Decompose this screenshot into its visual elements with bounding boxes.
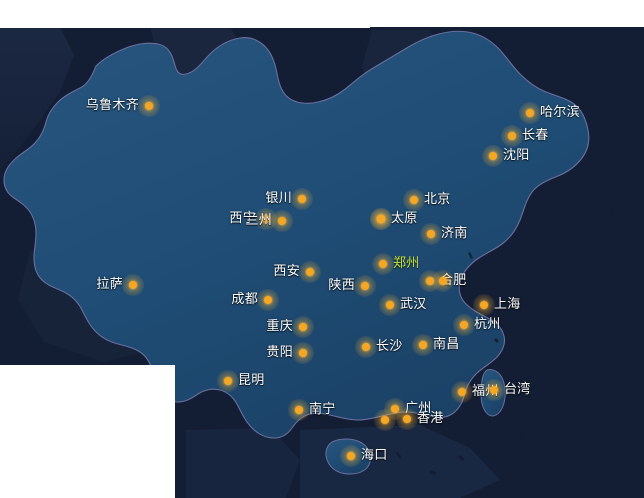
city-label: 台湾 bbox=[504, 382, 531, 397]
city-label: 沈阳 bbox=[503, 148, 530, 163]
marker-dot-icon bbox=[419, 341, 427, 349]
city-label: 陕西 bbox=[328, 278, 355, 293]
city-label: 兰州 bbox=[245, 213, 272, 228]
marker-dot-icon bbox=[508, 132, 516, 140]
city-label: 海口 bbox=[361, 448, 388, 463]
marker-dot-icon bbox=[458, 388, 466, 396]
marker-dot-icon bbox=[299, 349, 307, 357]
marker-dot-icon bbox=[391, 405, 399, 413]
marker-dot-icon bbox=[403, 415, 411, 423]
city-label: 昆明 bbox=[238, 373, 265, 388]
white-panel-top-left bbox=[0, 0, 370, 28]
marker-dot-icon bbox=[377, 215, 385, 223]
marker-dot-icon bbox=[278, 217, 286, 225]
marker-dot-icon bbox=[295, 406, 303, 414]
city-label: 西安 bbox=[273, 264, 300, 279]
marker-dot-icon bbox=[490, 386, 498, 394]
city-label: 杭州 bbox=[474, 317, 501, 332]
city-label: 太原 bbox=[391, 211, 418, 226]
white-panel-bottom-left bbox=[0, 365, 175, 498]
marker-dot-icon bbox=[386, 301, 394, 309]
city-label: 济南 bbox=[441, 226, 468, 241]
east-sea-speckles bbox=[396, 143, 615, 475]
marker-dot-icon bbox=[224, 377, 232, 385]
marker-dot-icon bbox=[439, 277, 447, 285]
city-label: 香港 bbox=[417, 411, 444, 426]
city-label: 乌鲁木齐 bbox=[85, 98, 139, 113]
city-label: 成都 bbox=[231, 292, 258, 307]
city-label: 长沙 bbox=[376, 339, 403, 354]
marker-dot-icon bbox=[347, 452, 355, 460]
city-label: 银川 bbox=[265, 191, 292, 206]
city-label: 北京 bbox=[424, 192, 451, 207]
marker-dot-icon bbox=[129, 281, 137, 289]
city-label: 重庆 bbox=[266, 319, 293, 334]
marker-dot-icon bbox=[480, 301, 488, 309]
city-label: 武汉 bbox=[400, 297, 427, 312]
marker-dot-icon bbox=[460, 321, 468, 329]
marker-dot-icon bbox=[361, 282, 369, 290]
marker-dot-icon bbox=[145, 102, 153, 110]
marker-dot-icon bbox=[410, 196, 418, 204]
marker-dot-icon bbox=[426, 277, 434, 285]
marker-dot-icon bbox=[362, 343, 370, 351]
marker-dot-icon bbox=[526, 109, 534, 117]
city-label: 郑州 bbox=[393, 256, 420, 271]
city-label: 长春 bbox=[522, 128, 549, 143]
marker-dot-icon bbox=[489, 152, 497, 160]
city-label: 哈尔滨 bbox=[540, 105, 580, 120]
marker-dot-icon bbox=[379, 260, 387, 268]
city-label: 西宁 bbox=[229, 211, 256, 226]
city-label: 南宁 bbox=[309, 402, 336, 417]
city-label: 贵阳 bbox=[266, 345, 293, 360]
city-label: 上海 bbox=[494, 297, 521, 312]
marker-dot-icon bbox=[299, 323, 307, 331]
marker-dot-icon bbox=[427, 230, 435, 238]
city-label: 南昌 bbox=[433, 337, 460, 352]
marker-dot-icon bbox=[298, 195, 306, 203]
marker-dot-icon bbox=[262, 215, 270, 223]
marker-dot-icon bbox=[264, 296, 272, 304]
city-label: 拉萨 bbox=[96, 277, 123, 292]
marker-dot-icon bbox=[306, 268, 314, 276]
marker-dot-icon bbox=[381, 416, 389, 424]
